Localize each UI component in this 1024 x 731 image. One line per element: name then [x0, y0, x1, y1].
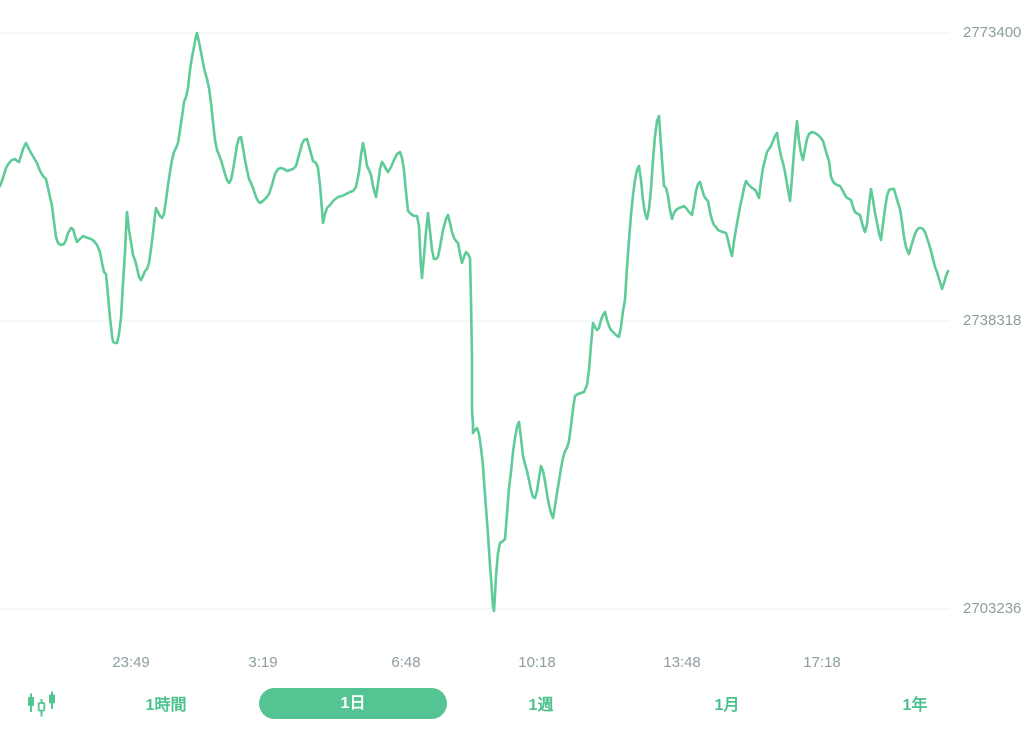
candlestick-chart-icon: [28, 691, 55, 717]
y-axis-label: 2703236: [963, 600, 1022, 617]
range-button-1day[interactable]: 1日: [259, 688, 447, 719]
x-axis-label: 17:18: [803, 654, 841, 671]
y-axis-label: 2773400: [963, 24, 1022, 41]
range-button-1year[interactable]: 1年: [902, 697, 928, 714]
range-button-1hour[interactable]: 1時間: [145, 697, 187, 714]
y-axis-label: 2738318: [963, 312, 1022, 329]
x-axis-label: 6:48: [391, 654, 421, 671]
x-axis-label: 10:18: [518, 654, 556, 671]
x-axis-label: 23:49: [112, 654, 150, 671]
price-line-chart[interactable]: [0, 0, 1024, 680]
range-button-1week[interactable]: 1週: [528, 697, 554, 714]
x-axis-label: 3:19: [248, 654, 278, 671]
range-button-1month[interactable]: 1月: [714, 697, 740, 714]
x-axis-label: 13:48: [663, 654, 701, 671]
candlestick-toggle-button[interactable]: [26, 691, 57, 717]
price-line-series: [0, 31, 950, 613]
